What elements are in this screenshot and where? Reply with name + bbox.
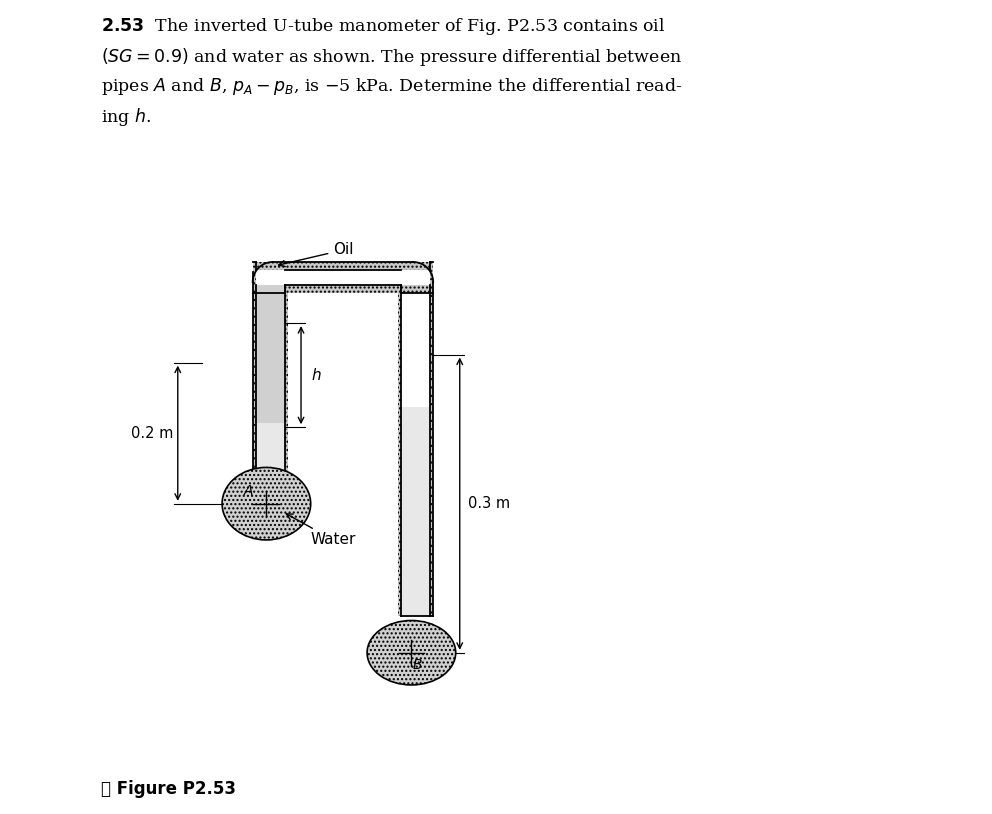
Bar xyxy=(398,292,401,616)
Bar xyxy=(285,270,401,285)
Bar xyxy=(401,292,430,616)
Text: h: h xyxy=(311,368,321,383)
Bar xyxy=(285,292,288,471)
Bar xyxy=(256,423,285,471)
Text: Water: Water xyxy=(287,514,356,548)
Text: Oil: Oil xyxy=(279,243,354,267)
Text: B: B xyxy=(413,658,423,672)
Bar xyxy=(253,292,256,471)
Bar xyxy=(256,270,285,423)
Text: A: A xyxy=(244,484,253,498)
Bar xyxy=(256,292,285,471)
Bar xyxy=(256,270,285,285)
Text: 0.2 m: 0.2 m xyxy=(131,426,174,440)
Bar xyxy=(430,292,434,616)
Bar xyxy=(401,270,430,285)
Ellipse shape xyxy=(222,467,310,540)
Text: 0.3 m: 0.3 m xyxy=(468,497,510,511)
Bar xyxy=(401,407,430,616)
Ellipse shape xyxy=(367,620,455,685)
Text: ␇ Figure P2.53: ␇ Figure P2.53 xyxy=(101,780,236,798)
Bar xyxy=(253,262,434,292)
Bar xyxy=(285,270,401,285)
Text: $\mathbf{2.53}$  The inverted U-tube manometer of Fig. P2.53 contains oil
$(SG =: $\mathbf{2.53}$ The inverted U-tube mano… xyxy=(101,16,682,128)
